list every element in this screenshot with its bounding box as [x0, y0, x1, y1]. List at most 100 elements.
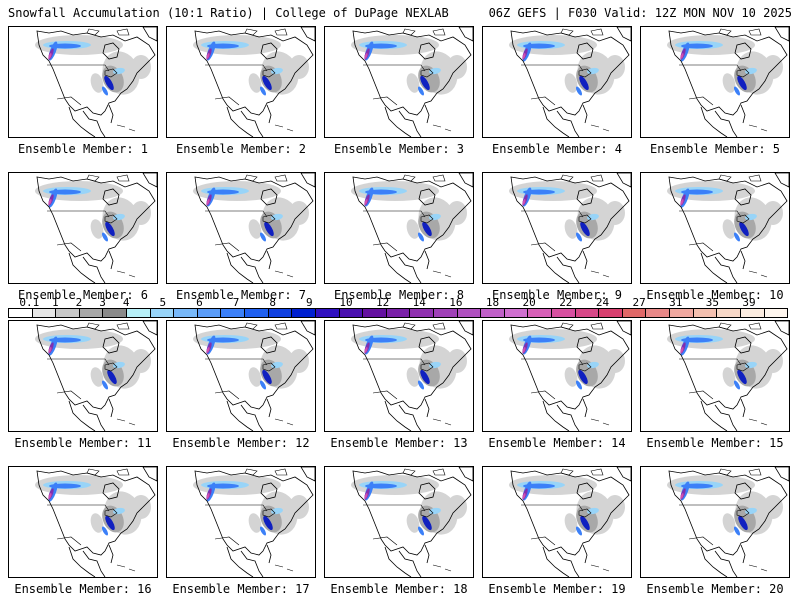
coastline: [36, 470, 156, 556]
hudson-bay: [102, 336, 120, 354]
arctic-islands: [86, 174, 130, 182]
ensemble-member-label: Ensemble Member: 20: [646, 582, 784, 596]
colorbar-swatch: [504, 309, 529, 317]
great-lakes: [104, 362, 118, 372]
arctic-islands: [718, 322, 762, 330]
colorbar-swatch: [386, 309, 411, 317]
snow-band-lakes: [262, 369, 272, 385]
snow-band-magenta: [206, 347, 210, 353]
greenland-outline: [142, 321, 157, 336]
us-mexico-border: [530, 242, 556, 252]
florida-outline: [582, 398, 588, 418]
us-canada-border: [205, 358, 268, 366]
snow-shade-midwest: [248, 73, 262, 93]
gulf-coast: [240, 550, 264, 577]
north-america-map: [667, 467, 789, 577]
ensemble-map-panel: [640, 172, 790, 284]
ensemble-map-panel: [8, 320, 158, 432]
colorbar-tick-label: 9: [306, 296, 313, 309]
snow-band-lakes: [580, 221, 590, 237]
mexico-coast: [226, 252, 254, 283]
us-mexico-border: [372, 390, 398, 400]
snow-band-ontario: [271, 361, 283, 369]
hudson-bay: [734, 482, 752, 500]
hudson-bay: [418, 482, 436, 500]
colorbar-swatch: [150, 309, 175, 317]
us-mexico-border: [688, 96, 714, 106]
snow-band-lakes: [263, 515, 273, 531]
north-america-map: [351, 321, 473, 431]
snow-band-ontario: [429, 507, 441, 515]
snow-band-ontario: [113, 213, 125, 221]
coastline: [668, 470, 788, 556]
snow-band-lakes: [578, 369, 588, 385]
snow-band-lakes: [104, 75, 114, 91]
ensemble-member-label: Ensemble Member: 15: [646, 436, 784, 450]
north-america-map: [35, 173, 157, 283]
snow-band-lakes: [262, 75, 272, 91]
arctic-islands: [402, 468, 446, 476]
colorbar-swatch: [693, 309, 718, 317]
snow-band-lakes: [105, 221, 115, 237]
snow-band-magenta: [364, 347, 368, 353]
coastline: [668, 324, 788, 410]
caribbean-islands: [590, 270, 610, 278]
us-mexico-border: [214, 536, 240, 546]
mexico-coast: [700, 400, 728, 431]
greenland-outline: [616, 27, 631, 42]
us-canada-border: [363, 210, 426, 218]
snow-shade-quebec: [763, 55, 783, 79]
colorbar-swatch: [103, 309, 128, 317]
snow-shade-midwest: [248, 219, 262, 239]
coastline: [194, 30, 314, 116]
florida-outline: [740, 398, 746, 418]
hudson-bay: [102, 42, 120, 60]
snow-band-magenta: [522, 493, 526, 499]
hudson-bay: [418, 188, 436, 206]
snow-shade-midwest: [406, 367, 420, 387]
greenland-outline: [774, 173, 789, 188]
coastline: [194, 470, 314, 556]
snow-shade-quebec: [289, 495, 309, 519]
ensemble-member-label: Ensemble Member: 10: [646, 288, 784, 302]
arctic-islands: [86, 28, 130, 36]
north-america-map: [193, 173, 315, 283]
arctic-islands: [560, 174, 604, 182]
us-mexico-border: [214, 390, 240, 400]
mexico-coast: [542, 400, 570, 431]
snow-band-ontario: [113, 361, 125, 369]
great-lakes: [578, 68, 592, 78]
snow-shade-midwest: [90, 367, 104, 387]
caribbean-islands: [274, 270, 294, 278]
great-lakes: [420, 68, 434, 78]
colorbar-tick-label: 10: [339, 296, 353, 309]
colorbar-swatch: [670, 309, 694, 317]
us-canada-border: [363, 504, 426, 512]
ensemble-member-label: Ensemble Member: 2: [175, 142, 307, 156]
us-mexico-border: [688, 390, 714, 400]
colorbar-swatch: [315, 309, 340, 317]
ensemble-map-panel: [482, 172, 632, 284]
arctic-islands: [560, 468, 604, 476]
snow-shade-midwest: [406, 73, 420, 93]
snow-band-ohio: [733, 526, 741, 536]
snow-band-ohio: [259, 380, 267, 390]
snow-shade-midwest: [248, 513, 262, 533]
mexico-coast: [68, 252, 96, 283]
coastline: [510, 324, 630, 410]
florida-outline: [582, 104, 588, 124]
mexico-coast: [542, 106, 570, 137]
greenland-outline: [458, 467, 473, 482]
snow-shade-midwest: [406, 513, 420, 533]
great-lakes: [578, 214, 592, 224]
ensemble-map-panel: [640, 26, 790, 138]
ensemble-member-label: Ensemble Member: 19: [488, 582, 626, 596]
caribbean-islands: [274, 124, 294, 132]
great-lakes: [420, 508, 434, 518]
snowfall-colorbar: [8, 308, 788, 318]
colorbar-tick-label: 39: [742, 296, 756, 309]
north-america-map: [509, 467, 631, 577]
snow-band-lakes: [738, 515, 748, 531]
ensemble-map-panel: [324, 466, 474, 578]
us-canada-border: [363, 358, 426, 366]
